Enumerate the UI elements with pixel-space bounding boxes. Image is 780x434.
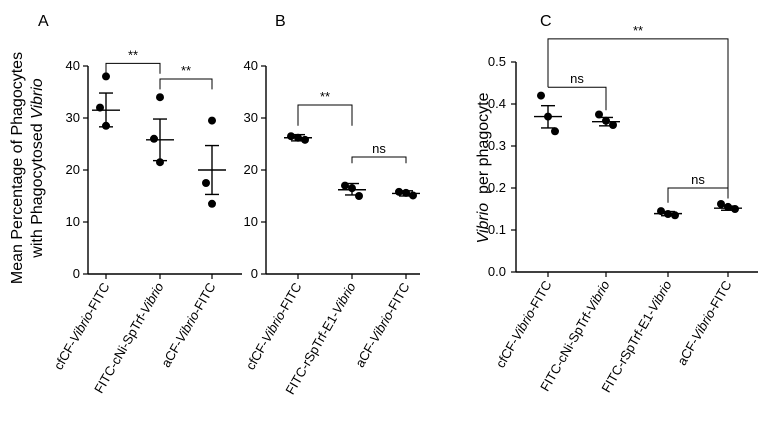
data-point <box>609 121 617 129</box>
significance-label: ** <box>128 47 138 62</box>
data-point <box>96 103 104 112</box>
panel-letter-b: B <box>275 13 286 30</box>
data-point <box>551 127 559 136</box>
category-label: aCF-Vibrio-FITC <box>674 278 735 368</box>
significance-label: ** <box>320 89 330 104</box>
y-tick-label: 40 <box>66 58 80 73</box>
data-point <box>341 181 349 190</box>
panel-a: 010203040cfCF-Vibrio-FITCFITC-cNi-SpTrf-… <box>51 47 242 396</box>
significance-label: ** <box>633 23 643 38</box>
y-tick-label: 0 <box>251 266 258 281</box>
data-point <box>102 72 110 81</box>
significance-label: ns <box>570 71 584 86</box>
y-axis-label-a-line2: with Phagocytosed Vibrio <box>29 78 46 258</box>
y-tick-label: 20 <box>66 162 80 177</box>
y-tick-label: 20 <box>244 162 258 177</box>
significance-bracket <box>667 187 729 203</box>
y-tick-label: 30 <box>66 110 80 125</box>
panel-letter-c: C <box>540 13 552 30</box>
y-axis-label-c: Vibrio per phagocyte <box>475 92 492 243</box>
data-point <box>294 133 302 142</box>
data-point <box>355 192 363 200</box>
y-tick-label: 10 <box>66 214 80 229</box>
data-point <box>671 211 679 220</box>
data-point <box>102 121 110 130</box>
data-point <box>301 135 309 144</box>
data-point <box>156 158 164 167</box>
category-label: cfCF-Vibrio-FITC <box>243 280 305 372</box>
significance-bracket <box>105 62 161 74</box>
category-label: aCF-Vibrio-FITC <box>352 280 413 370</box>
data-point <box>156 93 164 102</box>
significance-bracket <box>351 156 407 164</box>
significance-bracket <box>297 104 353 126</box>
data-point <box>664 210 672 219</box>
data-point <box>602 116 610 125</box>
category-label: aCF-Vibrio-FITC <box>158 280 219 370</box>
y-tick-label: 0.1 <box>488 222 506 237</box>
data-point <box>409 191 417 200</box>
significance-label: ns <box>372 141 386 156</box>
significance-bracket <box>547 38 729 188</box>
y-tick-label: 10 <box>244 214 258 229</box>
data-point <box>402 188 410 197</box>
data-point <box>595 110 603 119</box>
significance-bracket <box>159 78 213 90</box>
y-tick-label: 40 <box>244 58 258 73</box>
data-point <box>537 91 545 100</box>
data-point <box>208 116 216 125</box>
y-tick-label: 0.2 <box>488 180 506 195</box>
y-tick-label: 0 <box>73 266 80 281</box>
significance-label: ** <box>181 63 191 78</box>
panel-letter-a: A <box>38 13 49 30</box>
data-point <box>150 134 158 143</box>
data-point <box>717 199 725 208</box>
y-tick-label: 0.3 <box>488 138 506 153</box>
category-label: FITC-rSpTrf-E1-Vibrio <box>598 278 674 395</box>
panel-c: 0.00.10.20.30.40.5cfCF-Vibrio-FITCFITC-c… <box>488 23 758 395</box>
data-point <box>731 205 739 213</box>
category-label: cfCF-Vibrio-FITC <box>51 280 113 372</box>
data-point <box>287 132 295 141</box>
significance-label: ns <box>691 172 705 187</box>
data-point <box>544 112 552 121</box>
y-tick-label: 0.4 <box>488 96 506 111</box>
y-tick-label: 0.0 <box>488 264 506 279</box>
data-point <box>657 207 665 216</box>
y-tick-label: 30 <box>244 110 258 125</box>
y-axis-label-a-line1: Mean Percentage of Phagocytes <box>9 52 26 284</box>
significance-bracket <box>548 86 607 111</box>
data-point <box>202 179 210 187</box>
category-label: cfCF-Vibrio-FITC <box>493 278 555 370</box>
data-point <box>724 202 732 211</box>
data-point <box>208 199 216 208</box>
panel-b: 010203040cfCF-Vibrio-FITCFITC-rSpTrf-E1-… <box>243 58 420 397</box>
data-point <box>395 187 403 196</box>
y-tick-label: 0.5 <box>488 54 506 69</box>
data-point <box>348 184 356 193</box>
